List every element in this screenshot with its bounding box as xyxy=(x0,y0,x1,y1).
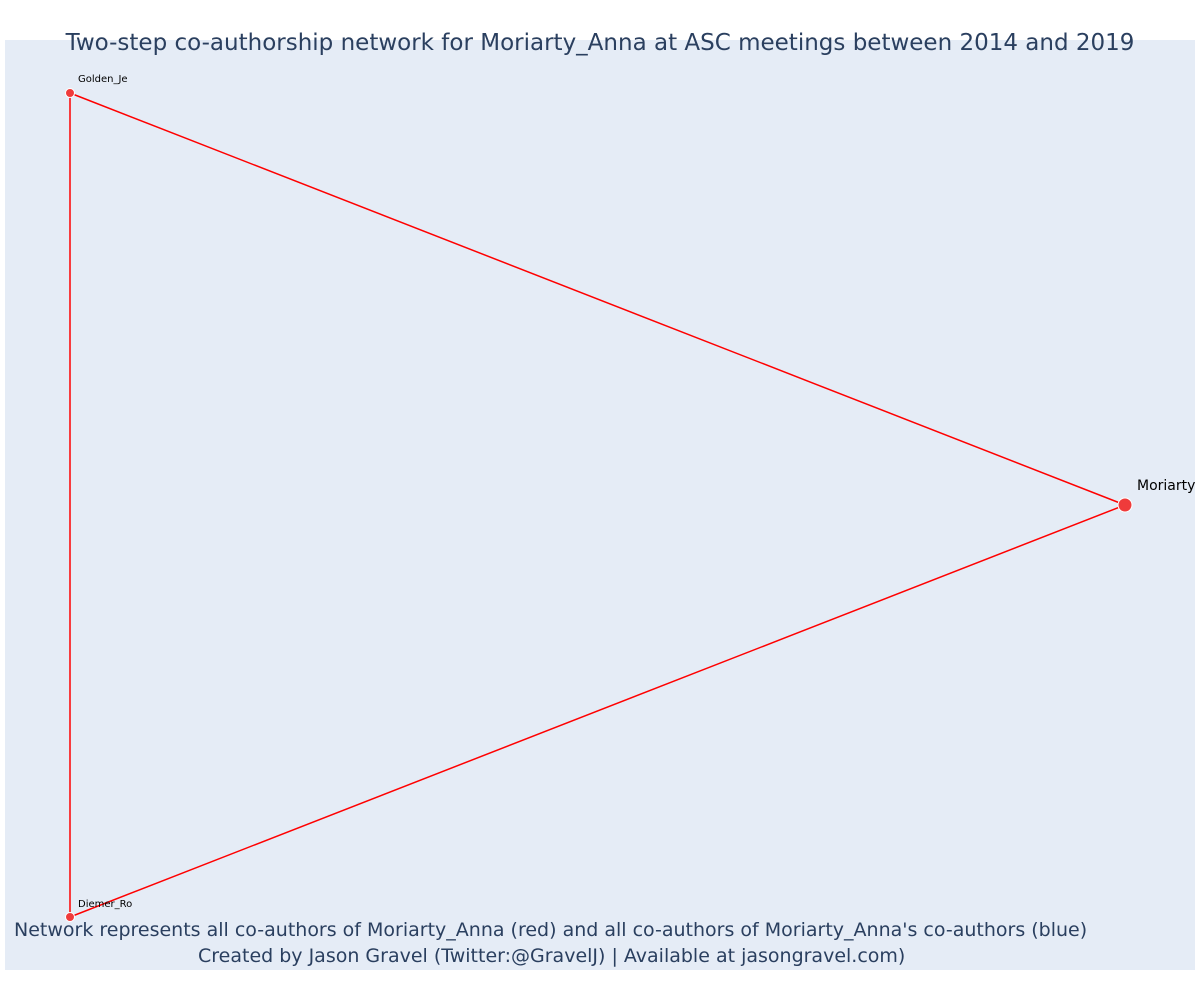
chart-title: Two-step co-authorship network for Moria… xyxy=(65,30,1135,56)
caption-line-2: Created by Jason Gravel (Twitter:@Gravel… xyxy=(198,945,906,967)
network-plot-area xyxy=(5,40,1195,970)
node-label-diemer: Diemer_Ro xyxy=(78,899,132,910)
edge-golden-moriarty xyxy=(69,92,1126,506)
edge-diemer-moriarty xyxy=(69,504,1126,918)
node-label-moriarty: Moriarty xyxy=(1137,478,1195,494)
edge-layer xyxy=(69,92,1126,918)
label-layer: Golden_Je Diemer_Ro Moriarty xyxy=(78,74,1195,910)
caption-line-1: Network represents all co-authors of Mor… xyxy=(14,919,1088,941)
node-layer xyxy=(65,88,1133,922)
node-moriarty[interactable] xyxy=(1117,497,1133,513)
node-golden[interactable] xyxy=(65,88,75,98)
node-label-golden: Golden_Je xyxy=(78,74,128,85)
node-diemer[interactable] xyxy=(65,912,75,922)
